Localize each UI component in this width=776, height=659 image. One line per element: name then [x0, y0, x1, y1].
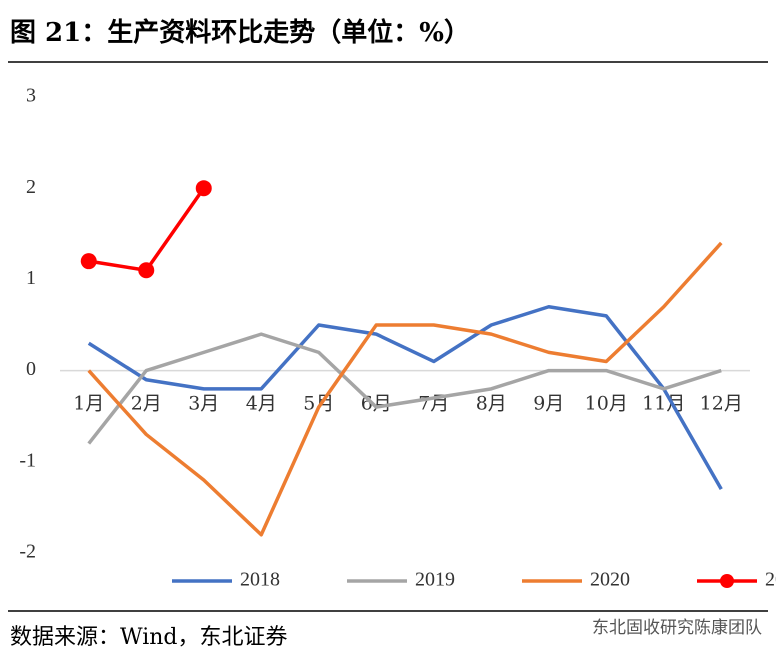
series-marker — [80, 253, 97, 270]
watermark: 东北固收研究陈康团队 — [592, 618, 762, 638]
x-tick-label: 4月 — [246, 393, 277, 415]
series-line — [87, 305, 723, 491]
legend-label: 2018 — [240, 569, 280, 591]
legend-label: 2021 — [765, 569, 776, 591]
series-marker — [195, 180, 212, 197]
y-tick-label: -1 — [19, 449, 36, 471]
x-tick-label: 2月 — [131, 393, 162, 415]
x-tick-label: 3月 — [188, 393, 219, 415]
y-tick-label: -2 — [19, 541, 36, 563]
x-tick-label: 1月 — [73, 393, 104, 415]
x-tick-label: 12月 — [700, 393, 743, 415]
series-line — [88, 187, 206, 273]
x-tick-label: 9月 — [533, 393, 564, 415]
x-tick-label: 11月 — [642, 393, 685, 415]
source: 数据来源：Wind，东北证券 — [10, 625, 288, 650]
y-tick-label: 0 — [26, 358, 36, 380]
series-line — [87, 241, 723, 537]
y-tick-label: 3 — [26, 85, 36, 107]
y-tick-label: 2 — [26, 176, 36, 198]
legend-marker — [720, 574, 734, 588]
series-line — [87, 332, 722, 445]
x-tick-label: 10月 — [585, 393, 628, 415]
y-tick-label: 1 — [26, 267, 36, 289]
chart-title: 图 21：生产资料环比走势（单位：%） — [10, 17, 470, 48]
series-marker — [138, 262, 155, 279]
x-tick-label: 8月 — [476, 393, 507, 415]
legend-label: 2020 — [590, 569, 630, 591]
legend-label: 2019 — [415, 569, 455, 591]
